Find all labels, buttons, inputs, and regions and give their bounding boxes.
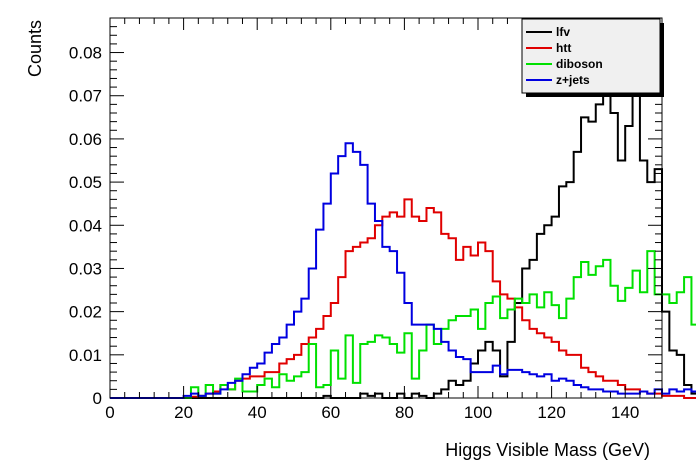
series-line-diboson bbox=[110, 250, 696, 399]
x-tick-label: 100 bbox=[464, 403, 492, 422]
x-tick-label: 120 bbox=[537, 403, 565, 422]
y-tick-label: 0.07 bbox=[69, 87, 102, 106]
x-tick-label: 60 bbox=[321, 403, 340, 422]
x-tick-label: 20 bbox=[174, 403, 193, 422]
y-axis-title: Counts bbox=[25, 20, 45, 77]
legend-label: htt bbox=[556, 41, 571, 55]
tick-label-layer: 0 20 40 60 80 100 120 140 0 0.01 0.02 0.03 0.04 0.05 0… bbox=[69, 44, 639, 422]
legend: lfv htt diboson z+jets bbox=[521, 18, 664, 97]
x-axis-title: Higgs Visible Mass (GeV) bbox=[445, 440, 650, 460]
series-line-z-jets bbox=[110, 142, 696, 399]
legend-label: z+jets bbox=[556, 73, 590, 87]
legend-label: lfv bbox=[556, 25, 570, 39]
y-tick-label: 0.01 bbox=[69, 346, 102, 365]
y-tick-label: 0.08 bbox=[69, 44, 102, 63]
y-tick-label: 0 bbox=[93, 389, 102, 408]
legend-box bbox=[521, 18, 661, 94]
y-tick-label: 0.03 bbox=[69, 259, 102, 278]
legend-label: diboson bbox=[556, 57, 603, 71]
y-tick-label: 0.06 bbox=[69, 130, 102, 149]
x-tick-label: 40 bbox=[248, 403, 267, 422]
y-tick-label: 0.02 bbox=[69, 303, 102, 322]
x-tick-label: 0 bbox=[105, 403, 114, 422]
tick-layer bbox=[109, 17, 662, 399]
y-tick-label: 0.04 bbox=[69, 216, 102, 235]
y-tick-label: 0.05 bbox=[69, 173, 102, 192]
x-tick-label: 140 bbox=[611, 403, 639, 422]
x-tick-label: 80 bbox=[395, 403, 414, 422]
